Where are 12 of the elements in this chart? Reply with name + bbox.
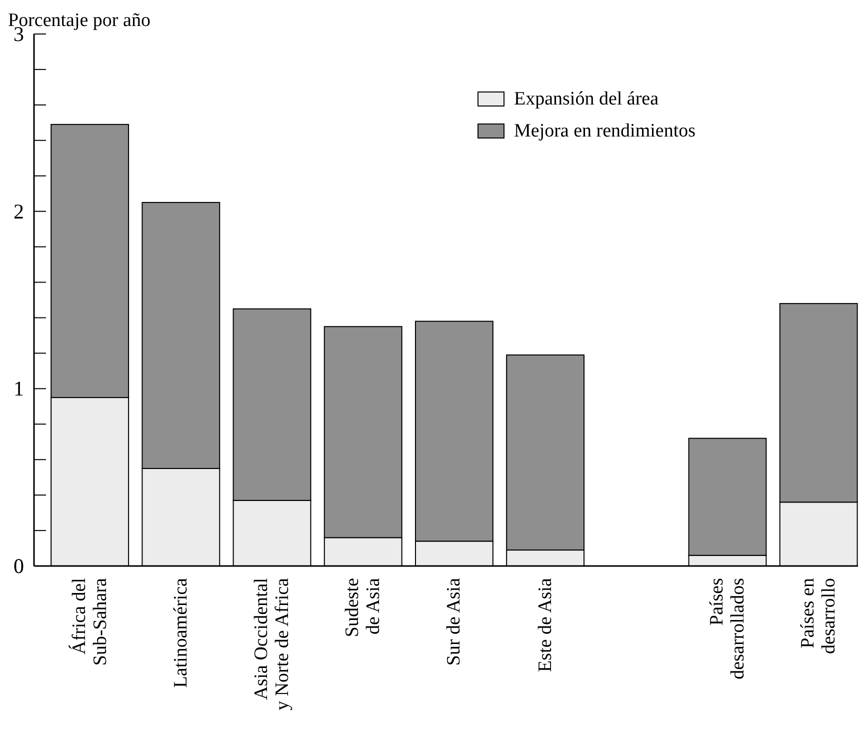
y-tick-label: 0 xyxy=(14,554,24,578)
y-tick-label: 2 xyxy=(14,199,24,224)
y-tick-label: 1 xyxy=(14,376,24,401)
legend-label: Expansión del área xyxy=(514,88,660,110)
legend-label: Mejora en rendimientos xyxy=(514,120,696,142)
x-tick-label: Este de Asia xyxy=(534,577,556,672)
x-tick-label: Países desarrollados xyxy=(706,578,748,680)
x-tick-label: Sudeste de Asia xyxy=(342,577,384,638)
x-tick-label: Latinoamérica xyxy=(170,577,192,688)
x-tick-label: Asia Occidental y Norte de Africa xyxy=(251,577,294,710)
x-tick-label: África del Sub-Sahara xyxy=(68,577,111,666)
x-tick-label: Sur de Asia xyxy=(444,577,465,666)
